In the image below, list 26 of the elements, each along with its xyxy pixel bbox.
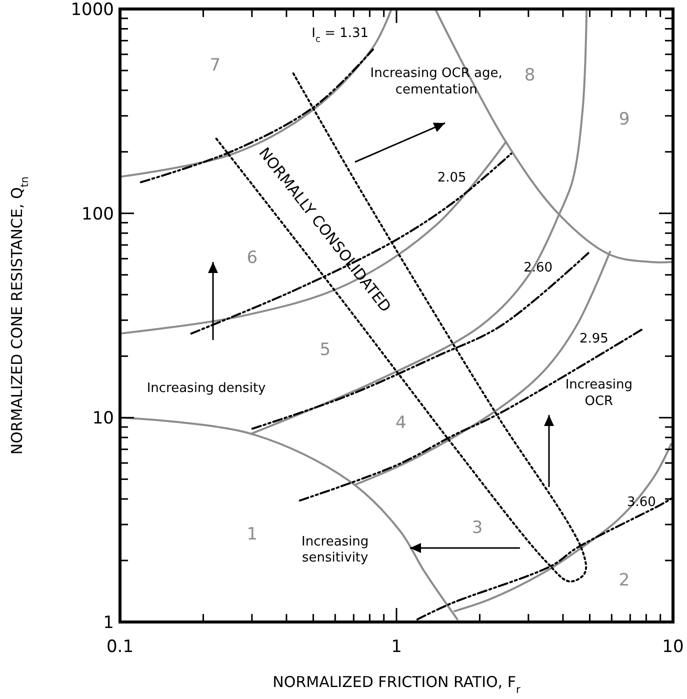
annotation: 3 — [472, 518, 483, 538]
x-axis-title: NORMALIZED FRICTION RATIO, F$_{r}$ — [272, 673, 521, 696]
annotation: 6 — [246, 248, 258, 268]
annotation: Increasing OCR age, cementation — [370, 66, 502, 98]
x-tick-label: 1 — [391, 637, 402, 657]
annotation: 3.60 — [627, 494, 656, 510]
annotation: 2.60 — [524, 260, 553, 276]
annotation: Increasing OCR — [565, 378, 632, 409]
y-tick-label: 10 — [92, 408, 114, 429]
annotation: Increasing sensitivity — [302, 534, 369, 566]
x-tick-label: 0.1 — [106, 637, 134, 657]
y-tick-label: 100 — [82, 204, 114, 224]
annotation: 1 — [246, 524, 258, 545]
annotation: 2.05 — [437, 170, 466, 186]
annotation: I$_{c}$ = 1.31 — [312, 26, 369, 45]
annotation: 2 — [618, 570, 630, 591]
annotation: 9 — [618, 110, 630, 130]
annotation: 5 — [320, 340, 331, 360]
annotation: Increasing density — [146, 380, 266, 396]
annotation: 4 — [396, 413, 406, 434]
y-tick-label: 1000 — [70, 0, 114, 20]
annotation: 8 — [524, 66, 536, 86]
annotation: 7 — [210, 56, 221, 76]
y-tick-label: 1 — [103, 612, 114, 633]
x-tick-label: 10 — [662, 637, 684, 657]
annotation: 2.95 — [579, 332, 608, 347]
